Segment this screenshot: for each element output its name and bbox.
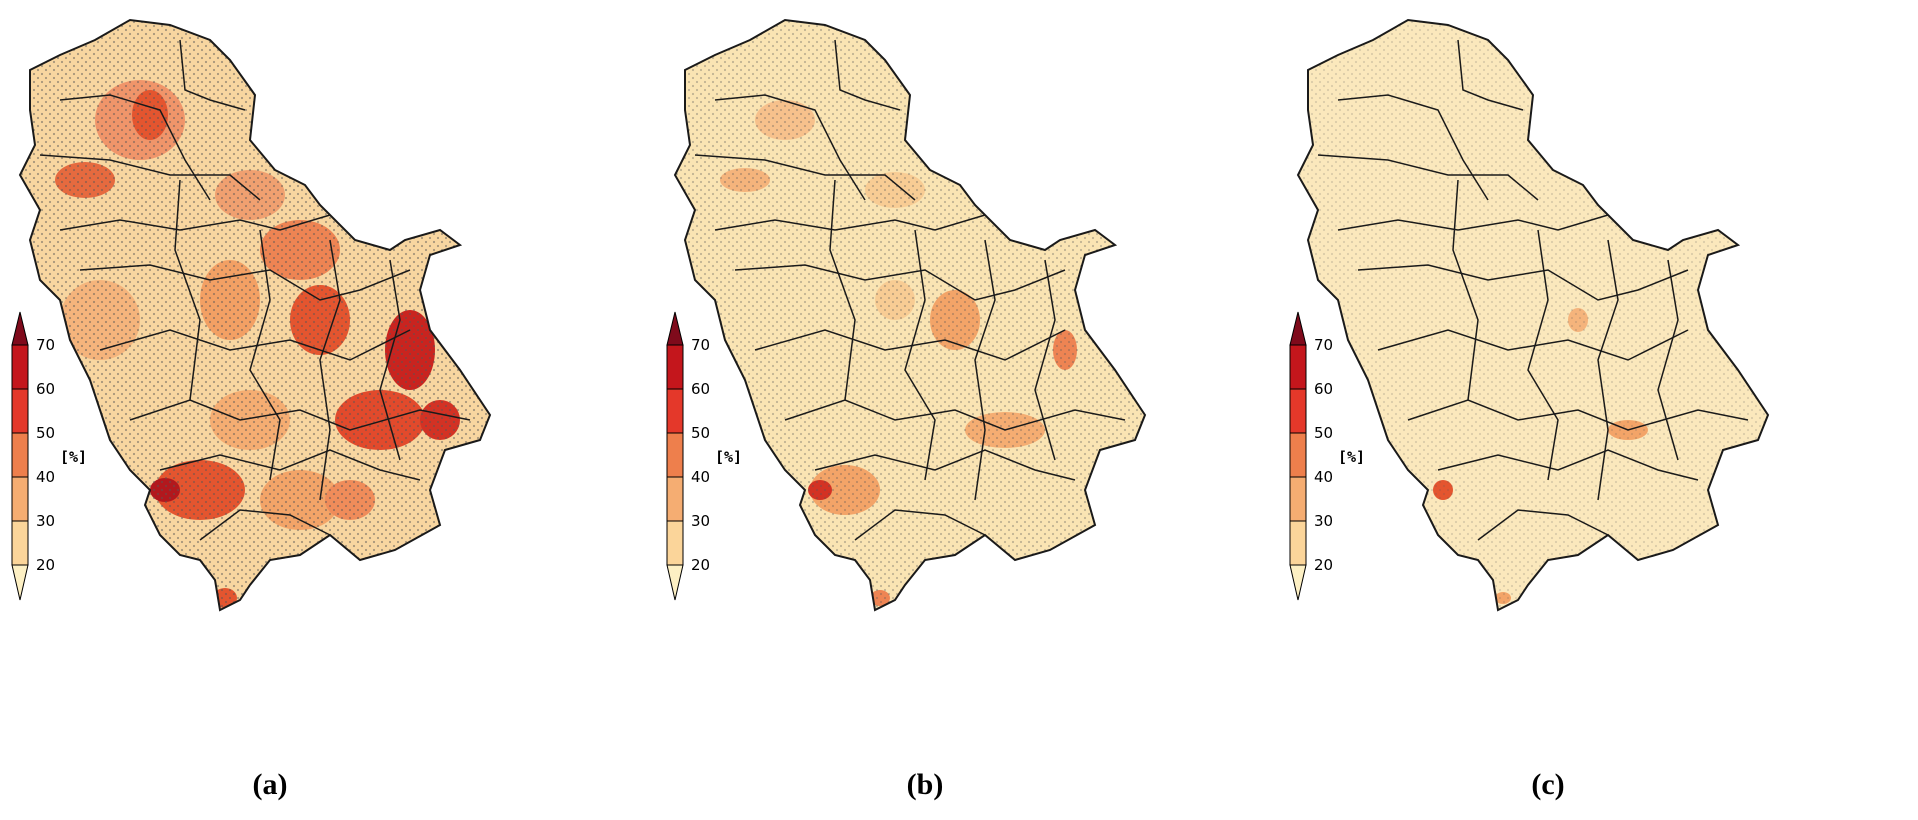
panel-c-label: (c) (1531, 768, 1565, 801)
colorbar-a-tick-50: 50 (36, 424, 55, 442)
map-panel-c: 70 60 50 40 30 20 [%] (c) (1278, 0, 1918, 820)
map-a-svg: 70 60 50 40 30 20 [%] (11, 18, 492, 612)
colorbar-c-tick-30: 30 (1314, 512, 1333, 530)
colorbar-b-main (666, 311, 684, 601)
colorbar-a-band-3 (11, 476, 29, 522)
colorbar-b-tick-60: 60 (691, 380, 710, 398)
colorbar-a-bottom-triangle (11, 564, 29, 601)
panel-a-label: (a) (252, 768, 288, 801)
colorbar-b-tick-20: 20 (691, 556, 710, 574)
colorbar-c: 70 60 50 40 30 20 [%] (1289, 311, 1365, 601)
map-b-borders (673, 18, 1147, 612)
colorbar-c-tick-70: 70 (1314, 336, 1333, 354)
colorbar-a-unit: [%] (60, 448, 87, 466)
colorbar-c-tick-50: 50 (1314, 424, 1333, 442)
colorbar-a-band-2 (11, 520, 29, 566)
colorbar-b-tick-70: 70 (691, 336, 710, 354)
colorbar-a-tick-30: 30 (36, 512, 55, 530)
map-a-heat-patches (20, 20, 490, 610)
map-b-svg: 70 60 50 40 30 20 [%] (666, 18, 1147, 612)
colorbar-a-tick-20: 20 (36, 556, 55, 574)
map-panel-a: 70 60 50 40 30 20 [%] (a) (0, 0, 640, 820)
colorbar-a-band-6 (11, 344, 29, 390)
colorbar-a-tick-60: 60 (36, 380, 55, 398)
colorbar-c-tick-60: 60 (1314, 380, 1333, 398)
colorbar-c-tick-20: 20 (1314, 556, 1333, 574)
colorbar-a-tick-40: 40 (36, 468, 55, 486)
colorbar-c-unit: [%] (1338, 448, 1365, 466)
colorbar-b-unit: [%] (715, 448, 742, 466)
colorbar-b-tick-40: 40 (691, 468, 710, 486)
panel-b-label: (b) (906, 768, 944, 801)
map-c-heat-patches (1298, 20, 1768, 610)
colorbar-b-tick-50: 50 (691, 424, 710, 442)
colorbar-a-band-5 (11, 388, 29, 434)
map-panel-b: 70 60 50 40 30 20 [%] (b) (655, 0, 1295, 820)
map-a-borders (18, 18, 492, 612)
colorbar-a-tick-70: 70 (36, 336, 55, 354)
colorbar-a: 70 60 50 40 30 20 [%] (11, 311, 87, 601)
map-c-svg: 70 60 50 40 30 20 [%] (1289, 18, 1770, 612)
colorbar-a-top-triangle (11, 311, 29, 346)
colorbar-c-tick-40: 40 (1314, 468, 1333, 486)
colorbar-b-tick-30: 30 (691, 512, 710, 530)
colorbar-a-band-4 (11, 432, 29, 478)
map-c-borders (1296, 18, 1770, 612)
map-b-heat-patches (675, 20, 1145, 610)
